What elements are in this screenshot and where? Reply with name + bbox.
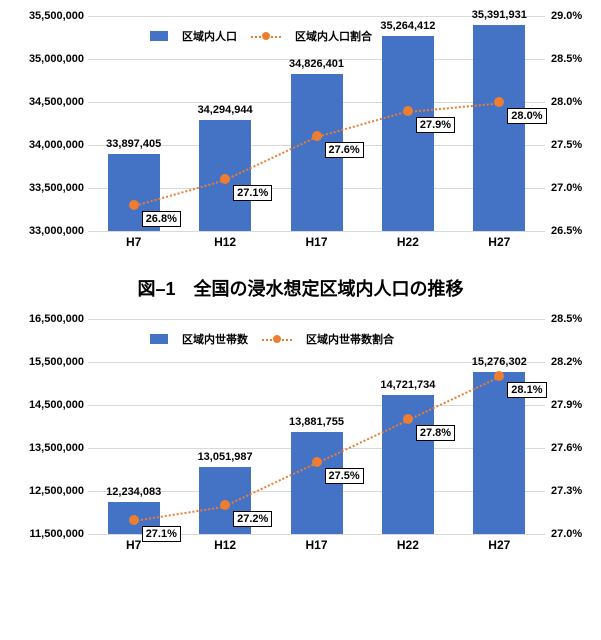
percent-label: 27.5%: [325, 468, 364, 484]
bar: [382, 36, 434, 231]
legend-bar-swatch: [150, 334, 168, 344]
data-marker: [494, 97, 504, 107]
figure-title: 図–1 全国の浸水想定区域内人口の推移: [10, 275, 591, 301]
y-tick-right: 27.9%: [551, 399, 582, 411]
x-tick: H12: [214, 538, 236, 552]
data-marker: [403, 414, 413, 424]
y-tick-left: 35,000,000: [29, 53, 84, 65]
legend-bar-label: 区域内世帯数: [182, 331, 248, 347]
percent-label: 26.8%: [142, 211, 181, 227]
bar-value-label: 15,276,302: [472, 356, 527, 368]
y-tick-right: 28.5%: [551, 313, 582, 325]
percent-label: 27.2%: [233, 511, 272, 527]
y-tick-right: 27.0%: [551, 182, 582, 194]
bar-value-label: 35,391,931: [472, 9, 527, 21]
data-marker: [312, 131, 322, 141]
y-tick-left: 16,500,000: [29, 313, 84, 325]
y-tick-right: 27.3%: [551, 485, 582, 497]
y-tick-right: 28.0%: [551, 96, 582, 108]
percent-label: 27.8%: [416, 425, 455, 441]
y-tick-left: 14,500,000: [29, 399, 84, 411]
y-tick-right: 27.0%: [551, 528, 582, 540]
legend-line-label: 区域内人口割合: [295, 28, 372, 44]
data-marker: [220, 174, 230, 184]
bar-value-label: 34,826,401: [289, 58, 344, 70]
x-tick: H22: [397, 538, 419, 552]
y-tick-right: 26.5%: [551, 225, 582, 237]
y-tick-left: 11,500,000: [30, 528, 84, 540]
bar-value-label: 33,897,405: [106, 138, 161, 150]
data-marker: [129, 515, 139, 525]
legend: 区域内世帯数 区域内世帯数割合: [150, 331, 394, 347]
bar-value-label: 35,264,412: [380, 20, 435, 32]
bar-value-label: 12,234,083: [106, 486, 161, 498]
x-tick: H12: [214, 235, 236, 249]
y-tick-right: 27.5%: [551, 139, 582, 151]
y-tick-left: 34,000,000: [29, 139, 84, 151]
legend-line-swatch: [251, 31, 281, 41]
y-tick-right: 28.5%: [551, 53, 582, 65]
x-tick: H27: [488, 538, 510, 552]
bar: [473, 25, 525, 231]
x-tick: H7: [126, 235, 141, 249]
percent-label: 27.6%: [325, 142, 364, 158]
chart-2: 12,234,083 H7 13,051,987 H12 13,881,755 H17 14…: [10, 313, 591, 568]
y-tick-left: 33,000,000: [29, 225, 84, 237]
bar-value-label: 13,051,987: [198, 451, 253, 463]
y-tick-right: 28.2%: [551, 356, 582, 368]
bar-value-label: 34,294,944: [198, 104, 253, 116]
x-tick: H17: [305, 235, 327, 249]
x-tick: H27: [488, 235, 510, 249]
legend-line-label: 区域内世帯数割合: [306, 331, 394, 347]
data-marker: [403, 106, 413, 116]
y-tick-left: 33,500,000: [29, 182, 84, 194]
x-tick: H22: [397, 235, 419, 249]
percent-label: 27.1%: [142, 526, 181, 542]
y-tick-left: 15,500,000: [29, 356, 84, 368]
y-tick-left: 34,500,000: [29, 96, 84, 108]
y-tick-left: 13,500,000: [29, 442, 84, 454]
legend-bar-label: 区域内人口: [182, 28, 237, 44]
chart-1: 33,897,405 H7 34,294,944 H12 34,826,401 H17 35…: [10, 10, 591, 265]
bar-value-label: 14,721,734: [380, 379, 435, 391]
legend-line-swatch: [262, 334, 292, 344]
percent-label: 28.0%: [507, 108, 546, 124]
population-chart: 33,897,405 H7 34,294,944 H12 34,826,401 H17 35…: [10, 10, 591, 265]
y-tick-left: 35,500,000: [29, 10, 84, 22]
legend: 区域内人口 区域内人口割合: [150, 28, 372, 44]
y-tick-right: 27.6%: [551, 442, 582, 454]
percent-label: 28.1%: [507, 382, 546, 398]
bar-value-label: 13,881,755: [289, 416, 344, 428]
y-tick-left: 12,500,000: [29, 485, 84, 497]
percent-label: 27.9%: [416, 117, 455, 133]
data-marker: [220, 500, 230, 510]
x-tick: H17: [305, 538, 327, 552]
data-marker: [494, 371, 504, 381]
legend-bar-swatch: [150, 31, 168, 41]
households-chart: 12,234,083 H7 13,051,987 H12 13,881,755 H17 14…: [10, 313, 591, 568]
data-marker: [312, 457, 322, 467]
percent-label: 27.1%: [233, 185, 272, 201]
data-marker: [129, 200, 139, 210]
x-tick: H7: [126, 538, 141, 552]
y-tick-right: 29.0%: [551, 10, 582, 22]
